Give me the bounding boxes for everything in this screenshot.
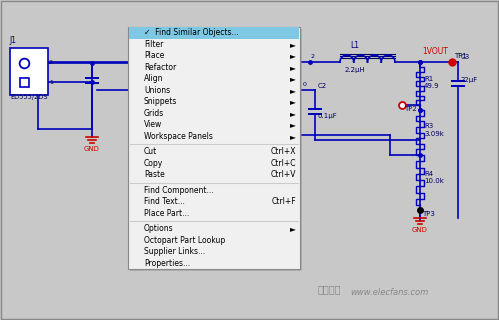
Text: Snippets: Snippets <box>144 97 177 106</box>
Text: VBST: VBST <box>272 85 292 94</box>
Bar <box>195 42 295 175</box>
Text: 2: 2 <box>311 54 315 59</box>
Text: 0: 0 <box>303 82 307 87</box>
Text: 1: 1 <box>185 156 189 161</box>
Bar <box>20 78 29 87</box>
Text: Ctrl+X: Ctrl+X <box>270 147 296 156</box>
Text: Cut: Cut <box>144 147 157 156</box>
Text: ►: ► <box>290 224 296 233</box>
Text: 2: 2 <box>185 60 189 65</box>
Text: TP1: TP1 <box>454 53 467 59</box>
Text: Supplier Links...: Supplier Links... <box>144 247 205 256</box>
Text: R1: R1 <box>424 76 433 82</box>
Text: 49.9: 49.9 <box>424 83 440 89</box>
Text: ►: ► <box>290 40 296 49</box>
Text: Workspace Panels: Workspace Panels <box>144 132 213 141</box>
Text: 2.2μH: 2.2μH <box>345 67 366 73</box>
Text: Ctrl+F: Ctrl+F <box>271 197 296 206</box>
Text: C3: C3 <box>461 54 470 60</box>
Bar <box>308 113 322 115</box>
Text: 1VOUT: 1VOUT <box>422 47 448 56</box>
Text: Properties...: Properties... <box>144 259 190 268</box>
Text: Align: Align <box>144 74 164 83</box>
Text: ►: ► <box>290 51 296 60</box>
Text: ✓  Find Similar Objects...: ✓ Find Similar Objects... <box>144 28 239 37</box>
Text: GND: GND <box>198 154 216 163</box>
Bar <box>85 77 99 79</box>
Text: GND: GND <box>412 227 428 233</box>
Text: 电子屠全: 电子屠全 <box>318 284 341 294</box>
Text: TP3: TP3 <box>422 211 435 217</box>
Bar <box>128 27 300 269</box>
Text: 3.09k: 3.09k <box>424 131 444 137</box>
Text: Find Text...: Find Text... <box>144 197 185 206</box>
Bar <box>130 29 302 271</box>
Text: Place: Place <box>144 51 164 60</box>
Text: R4: R4 <box>424 171 433 177</box>
Text: TP2: TP2 <box>404 106 417 112</box>
Text: Find Component...: Find Component... <box>144 186 214 195</box>
Text: Ctrl+C: Ctrl+C <box>270 159 296 168</box>
Text: 2: 2 <box>297 60 301 65</box>
Text: ►: ► <box>290 86 296 95</box>
Bar <box>129 27 299 38</box>
Text: 0: 0 <box>185 87 189 92</box>
Text: 4: 4 <box>185 132 189 138</box>
Text: 0: 0 <box>297 87 301 92</box>
Text: ►: ► <box>290 97 296 106</box>
Text: VFB: VFB <box>198 131 213 140</box>
Text: ►: ► <box>290 109 296 118</box>
Text: Octopart Part Lookup: Octopart Part Lookup <box>144 236 225 245</box>
Text: View: View <box>144 120 162 129</box>
Text: Paste: Paste <box>144 170 165 179</box>
Text: VIN: VIN <box>198 58 211 67</box>
Text: 2: 2 <box>49 60 53 66</box>
Text: ED555/2DS: ED555/2DS <box>10 94 47 100</box>
Text: Grids: Grids <box>144 109 164 118</box>
Text: Unions: Unions <box>144 86 170 95</box>
Text: Refactor: Refactor <box>144 63 176 72</box>
Text: PS563201DDCR: PS563201DDCR <box>197 173 258 182</box>
Text: ►: ► <box>290 63 296 72</box>
Text: Options: Options <box>144 224 174 233</box>
Text: C2: C2 <box>318 83 327 89</box>
Text: L1: L1 <box>350 41 359 50</box>
Text: Place Part...: Place Part... <box>144 209 189 218</box>
Text: R3: R3 <box>424 124 433 130</box>
Text: Ctrl+V: Ctrl+V <box>270 170 296 179</box>
Text: U1: U1 <box>240 28 250 37</box>
Text: 0.1μF: 0.1μF <box>318 113 338 119</box>
Text: GND: GND <box>84 146 100 152</box>
Text: 1: 1 <box>49 79 53 84</box>
Text: ►: ► <box>290 132 296 141</box>
Text: SW: SW <box>280 58 292 67</box>
Text: J1: J1 <box>9 36 16 45</box>
Bar <box>451 80 465 82</box>
Text: ►: ► <box>290 120 296 129</box>
Text: 22μF: 22μF <box>461 77 478 83</box>
Bar <box>10 48 48 95</box>
Bar <box>85 82 99 84</box>
Bar <box>308 108 322 110</box>
Bar <box>451 85 465 87</box>
Text: 10.0k: 10.0k <box>424 178 444 184</box>
Text: Filter: Filter <box>144 40 163 49</box>
Text: EN: EN <box>198 85 209 94</box>
Text: Copy: Copy <box>144 159 163 168</box>
Text: www.elecfans.com: www.elecfans.com <box>350 288 428 297</box>
Text: ►: ► <box>290 74 296 83</box>
